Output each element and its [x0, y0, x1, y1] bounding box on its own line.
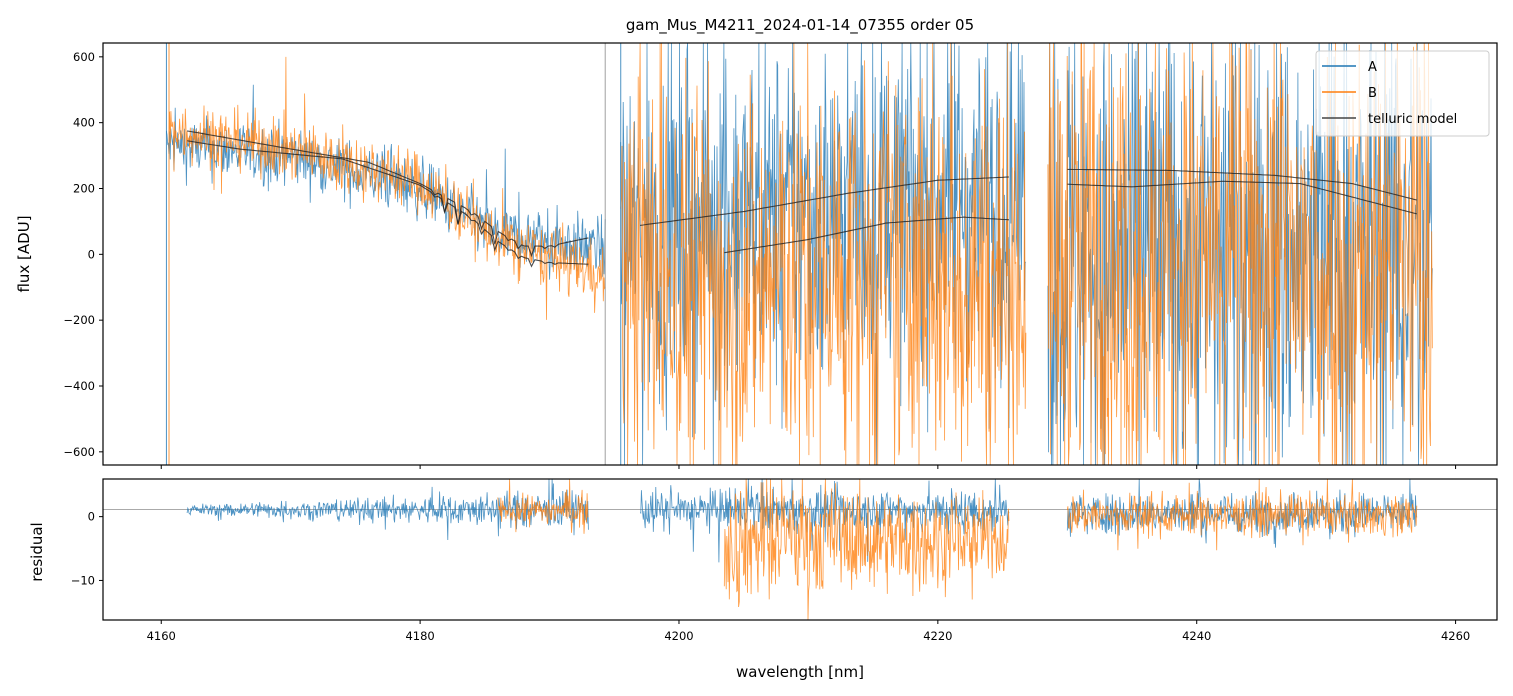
x-tick-label: 4260	[1441, 629, 1470, 643]
residual-b-segment-1	[723, 479, 1010, 620]
top-y-tick-label: −600	[63, 445, 95, 459]
telluric-model-curve-4	[1067, 168, 1417, 201]
bottom-y-tick-label: 0	[88, 510, 95, 524]
top-y-tick-label: 400	[73, 116, 95, 130]
bottom-axes-frame	[102, 478, 1498, 621]
series-b-segment-2	[1047, 43, 1433, 465]
x-tick-label: 4220	[923, 629, 952, 643]
x-tick-label: 4240	[1182, 629, 1211, 643]
residual-b-segment-0	[497, 479, 589, 534]
x-tick-label: 4160	[147, 629, 176, 643]
top-y-label: flux [ADU]	[15, 215, 33, 292]
top-plot-area	[165, 43, 1433, 465]
residual-b-segment-2	[1066, 479, 1418, 551]
top-y-tick-label: −400	[63, 379, 95, 393]
x-tick-label: 4200	[664, 629, 693, 643]
x-axis-label: wavelength [nm]	[736, 663, 864, 681]
legend-label-model: telluric model	[1368, 112, 1457, 127]
bottom-y-tick-label: −10	[71, 573, 95, 587]
top-y-tick-label: 0	[88, 247, 95, 261]
chart-title: gam_Mus_M4211_2024-01-14_07355 order 05	[626, 16, 974, 35]
top-y-tick-label: 600	[73, 50, 95, 64]
telluric-model-curve-2	[640, 176, 1010, 226]
telluric-model-curve-1	[187, 140, 589, 268]
telluric-model-curve-3	[724, 216, 1010, 254]
residual-plot-area	[103, 479, 1497, 620]
legend: A B telluric model	[1315, 50, 1490, 137]
legend-label-b: B	[1368, 86, 1377, 101]
series-a-segment-1	[620, 43, 1027, 465]
series-b-segment-0	[168, 56, 606, 320]
top-y-tick-label: −200	[63, 313, 95, 327]
top-y-tick-label: 200	[73, 181, 95, 195]
telluric-model-curve-5	[1067, 180, 1417, 215]
series-b-segment-1	[620, 43, 1027, 465]
x-tick-label: 4180	[405, 629, 434, 643]
bottom-y-label: residual	[28, 522, 46, 581]
legend-label-a: A	[1368, 60, 1377, 75]
telluric-model-curve-0	[187, 130, 589, 258]
